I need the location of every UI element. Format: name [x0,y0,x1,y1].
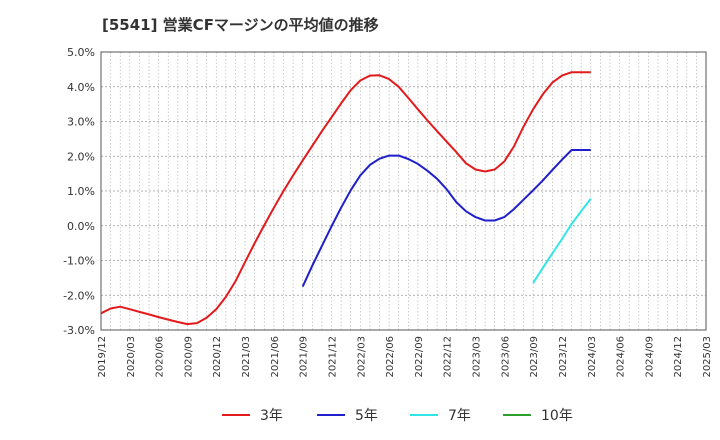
x-tick-label: 2023/03 [472,336,483,378]
x-tick-label: 2022/12 [443,336,454,378]
legend-item: 5年 [317,400,378,430]
y-axis-ticks: 5.0% 4.0% 3.0% 2.0% 1.0% 0.0% -1.0% -2.0% -3.0% [63,46,95,337]
y-tick-label: 0.0% [67,220,95,233]
x-tick-label: 2020/06 [155,336,166,378]
series-line-5年 [301,149,591,288]
x-axis-ticks: 2019/12 2020/03 2020/06 2020/09 2020/12 2021/… [97,336,713,378]
y-tick-label: 2.0% [67,150,95,163]
x-tick-label: 2024/09 [644,336,655,378]
legend-label: 10年 [541,408,573,424]
legend-item: 7年 [410,400,471,430]
plot-frame [100,51,707,331]
y-tick-label: 5.0% [67,46,95,59]
x-tick-label: 2021/06 [270,336,281,378]
x-tick-label: 2020/03 [126,336,137,378]
chart-title: [5541] 営業CFマージンの平均値の推移 [102,16,379,34]
x-tick-label: 2023/06 [500,336,511,378]
legend-swatch [503,414,531,416]
y-tick-label: 4.0% [67,81,95,94]
series-lines [100,71,592,326]
x-tick-label: 2024/06 [616,336,627,378]
x-tick-label: 2021/09 [299,336,310,378]
x-tick-label: 2025/03 [702,336,713,378]
legend-label: 5年 [355,408,378,424]
x-tick-label: 2024/03 [587,336,598,378]
y-tick-label: -2.0% [63,289,95,302]
y-tick-label: -3.0% [63,324,95,337]
x-tick-label: 2021/03 [241,336,252,378]
legend: 3年 5年 7年 10年 [0,400,720,430]
legend-swatch [410,414,438,416]
x-tick-label: 2022/06 [385,336,396,378]
x-tick-label: 2022/03 [356,336,367,378]
x-tick-label: 2023/12 [558,336,569,378]
legend-swatch [222,414,250,416]
series-line-3年 [100,71,591,326]
x-tick-label: 2024/12 [673,336,684,378]
x-tick-label: 2022/09 [414,336,425,378]
legend-label: 7年 [448,408,471,424]
x-tick-label: 2020/12 [212,336,223,378]
legend-item: 3年 [222,400,283,430]
x-tick-label: 2019/12 [97,336,108,378]
legend-item: 10年 [503,400,573,430]
x-tick-label: 2020/09 [183,336,194,378]
x-tick-label: 2023/09 [529,336,540,378]
legend-swatch [317,414,345,416]
y-tick-label: 3.0% [67,116,95,129]
x-tick-label: 2021/12 [327,336,338,378]
legend-label: 3年 [260,408,283,424]
grid-lines [100,51,707,331]
y-tick-label: -1.0% [63,255,95,268]
y-tick-label: 1.0% [67,185,95,198]
series-line-7年 [532,197,592,284]
